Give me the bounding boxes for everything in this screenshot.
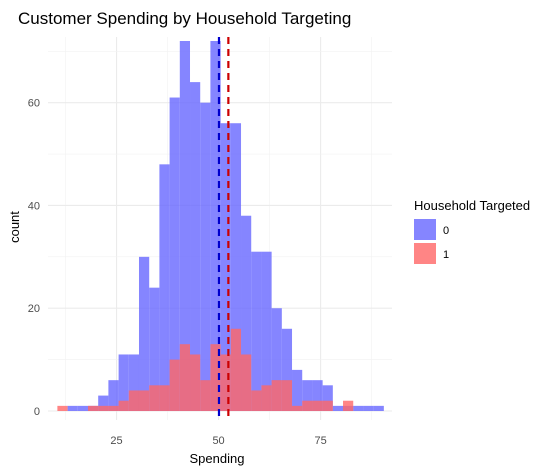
y-axis-title: count xyxy=(7,211,22,243)
bar-series-1 xyxy=(261,385,271,411)
bar-series-1 xyxy=(251,390,261,411)
bar-series-0 xyxy=(78,406,88,411)
x-axis-ticks: 25 50 75 xyxy=(110,435,326,447)
bar-series-1 xyxy=(57,406,67,411)
bar-series-1 xyxy=(180,344,190,411)
bar-series-1 xyxy=(200,380,210,411)
x-tick-label: 25 xyxy=(110,435,122,447)
y-tick-label: 20 xyxy=(28,303,40,315)
legend-swatch-1 xyxy=(414,243,436,264)
bar-series-1 xyxy=(302,401,312,411)
bar-series-0 xyxy=(374,406,384,411)
legend-swatch-0 xyxy=(414,219,436,240)
chart-title: Customer Spending by Household Targeting xyxy=(18,9,351,28)
bar-series-0 xyxy=(292,370,302,411)
bar-series-0 xyxy=(333,406,343,411)
bar-series-1 xyxy=(159,385,169,411)
bar-series-1 xyxy=(170,360,180,411)
y-axis-ticks: 0 20 40 60 xyxy=(28,98,40,418)
bar-series-1 xyxy=(292,406,302,411)
legend-label-1: 1 xyxy=(443,249,449,261)
bar-series-0 xyxy=(363,406,373,411)
y-tick-label: 60 xyxy=(28,98,40,110)
bar-series-1 xyxy=(231,329,241,411)
x-tick-label: 50 xyxy=(212,435,224,447)
x-tick-label: 75 xyxy=(314,435,326,447)
legend-label-0: 0 xyxy=(443,225,449,237)
bar-series-1 xyxy=(139,390,149,411)
bar-series-1 xyxy=(312,401,322,411)
bar-series-0 xyxy=(159,164,169,411)
bar-series-1 xyxy=(108,406,118,411)
bar-series-1 xyxy=(98,406,108,411)
bar-series-0 xyxy=(139,257,149,411)
y-tick-label: 40 xyxy=(28,200,40,212)
bar-series-0 xyxy=(353,406,363,411)
bar-series-1 xyxy=(88,406,98,411)
bar-series-1 xyxy=(190,354,200,411)
bar-series-1 xyxy=(272,380,282,411)
bar-series-1 xyxy=(129,390,139,411)
x-axis-title: Spending xyxy=(190,451,245,466)
bar-series-1 xyxy=(149,385,159,411)
y-tick-label: 0 xyxy=(34,406,40,418)
bar-series-0 xyxy=(68,406,78,411)
bar-series-0 xyxy=(200,103,210,411)
bar-series-1 xyxy=(241,354,251,411)
bar-series-0 xyxy=(251,252,261,411)
bar-series-1 xyxy=(323,401,333,411)
legend: Household Targeted 0 1 xyxy=(414,198,530,264)
bar-series-1 xyxy=(119,401,129,411)
bar-series-1 xyxy=(282,380,292,411)
bar-series-1 xyxy=(343,401,353,411)
legend-title: Household Targeted xyxy=(414,198,530,213)
